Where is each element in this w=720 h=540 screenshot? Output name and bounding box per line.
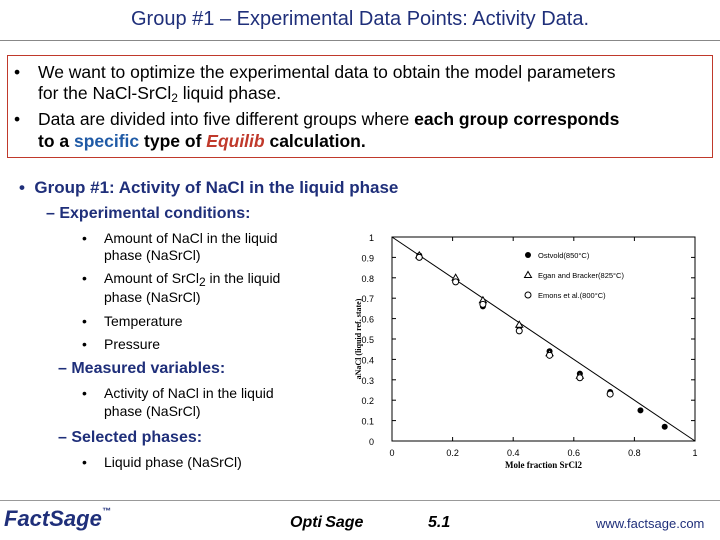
legend-marker-2 — [523, 270, 533, 278]
legend-label-3: Emons et al.(800°C) — [538, 291, 606, 300]
y-tick-label: 0.1 — [361, 417, 374, 427]
factsage-logo: FactSage™ — [4, 506, 111, 531]
group-heading: • Group #1: Activity of NaCl in the liqu… — [19, 178, 399, 197]
y-tick-label: 0.5 — [361, 335, 374, 345]
x-tick-label: 0 — [389, 448, 394, 458]
legend-marker-1 — [525, 252, 531, 258]
condition-2-line-2: phase (NaSrCl) — [104, 289, 201, 305]
y-tick-label: 0.8 — [361, 274, 374, 284]
page-number: 5.1 — [428, 514, 451, 531]
model-line — [391, 236, 696, 442]
condition-3-marker: • — [82, 313, 87, 329]
intro-bullet-2-marker: • — [14, 109, 21, 129]
intro-box — [7, 55, 713, 158]
y-tick-label: 1 — [369, 233, 374, 243]
program-name: Opti Sage — [290, 514, 364, 531]
website-url: www.factsage.com — [596, 516, 705, 531]
data-point-series-1 — [661, 423, 668, 430]
condition-2-line-1: Amount of SrCl2 in the liquid — [104, 270, 281, 289]
measured-line-1: Activity of NaCl in the liquid — [104, 385, 274, 401]
condition-1-marker: • — [82, 230, 87, 246]
y-tick-label: 0 — [369, 437, 374, 447]
title-divider — [0, 40, 720, 41]
data-point-series-3 — [515, 327, 523, 335]
condition-3-label: Temperature — [104, 313, 183, 329]
selected-marker: • — [82, 454, 87, 470]
legend-label-2: Egan and Bracker(825°C) — [538, 271, 624, 280]
intro-bullet-2-line-1: Data are divided into five different gro… — [38, 109, 620, 129]
condition-1-line-1: Amount of NaCl in the liquid — [104, 230, 278, 246]
data-point-series-3 — [415, 253, 423, 261]
y-axis-label: aNaCl (liquid ref. state) — [354, 298, 363, 379]
y-tick-label: 0.6 — [361, 315, 374, 325]
data-point-series-3 — [479, 300, 487, 308]
x-tick-label: 0.2 — [446, 448, 459, 458]
intro-bullet-2-line-2: to a specific type of Equilib calculatio… — [38, 131, 366, 151]
condition-1-line-2: phase (NaSrCl) — [104, 247, 201, 263]
y-tick-label: 0.7 — [361, 294, 374, 304]
condition-4-label: Pressure — [104, 336, 161, 352]
selected-phases-heading: – Selected phases: — [58, 429, 203, 446]
measured-line-2: phase (NaSrCl) — [104, 403, 201, 419]
data-point-series-3 — [606, 390, 614, 398]
condition-2-marker: • — [82, 270, 87, 286]
data-point-series-1 — [637, 407, 644, 414]
data-point-series-3 — [546, 351, 554, 359]
y-tick-label: 0.9 — [361, 253, 374, 263]
data-point-series-3 — [576, 374, 584, 382]
x-tick-label: 0.4 — [507, 448, 520, 458]
data-point-series-3 — [452, 278, 460, 286]
intro-bullet-1-line-1: We want to optimize the experimental dat… — [38, 62, 616, 82]
x-tick-label: 0.8 — [628, 448, 641, 458]
data-point-series-2 — [514, 320, 524, 328]
legend-label-1: Ostvold(850°C) — [538, 251, 590, 260]
x-axis-label: Mole fraction SrCl2 — [505, 460, 582, 470]
intro-bullet-1-marker: • — [14, 62, 21, 82]
x-tick-label: 0.6 — [568, 448, 581, 458]
activity-chart: 0 0.1 0.2 0.3 0.4 0.5 0.6 0.7 0.8 0.9 1 0 0.2 0.4 0.6 0… — [354, 233, 698, 470]
slide-title: Group #1 – Experimental Data Points: Act… — [131, 8, 589, 30]
legend-marker-3 — [524, 291, 532, 299]
x-tick-label: 1 — [692, 448, 697, 458]
condition-4-marker: • — [82, 336, 87, 352]
measured-marker: • — [82, 385, 87, 401]
y-tick-label: 0.4 — [361, 355, 374, 365]
selected-label: Liquid phase (NaSrCl) — [104, 454, 242, 470]
measured-variables-heading: – Measured variables: — [58, 360, 226, 377]
intro-bullet-1-line-2: for the NaCl-SrCl2 liquid phase. — [38, 83, 282, 105]
y-tick-label: 0.2 — [361, 396, 374, 406]
experimental-conditions-heading: – Experimental conditions: — [46, 205, 251, 222]
footer-divider — [0, 500, 720, 501]
y-tick-label: 0.3 — [361, 376, 374, 386]
